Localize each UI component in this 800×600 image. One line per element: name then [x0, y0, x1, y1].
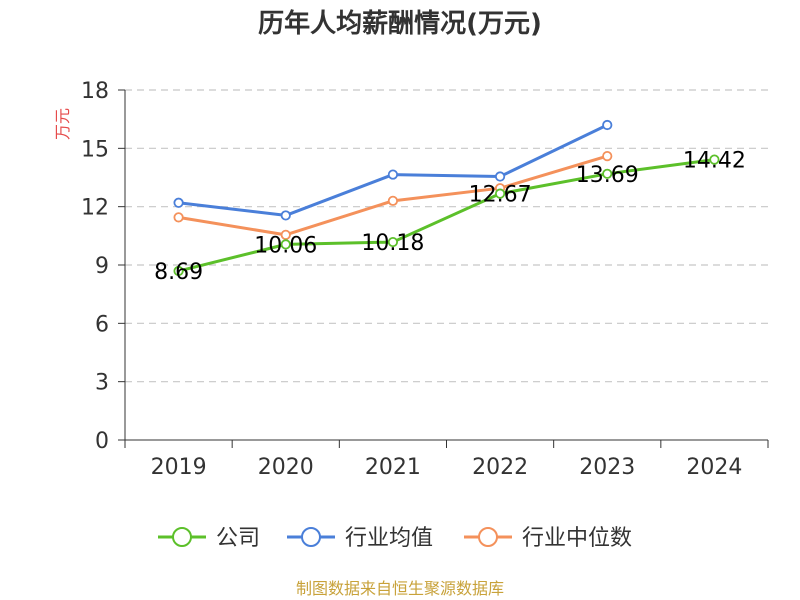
data-point	[494, 188, 506, 199]
data-point	[280, 239, 291, 250]
y-tick-label: 15	[81, 137, 109, 162]
x-tick-label: 2020	[258, 455, 314, 480]
data-label: 10.06	[254, 233, 317, 258]
y-tick-label: 9	[95, 254, 109, 279]
data-label: 10.18	[361, 231, 424, 256]
y-axis-label: 万元	[53, 108, 72, 140]
source-note: 制图数据来自恒生聚源数据库	[296, 579, 504, 598]
y-tick-label: 18	[81, 79, 109, 104]
series-lines	[173, 119, 720, 277]
data-point	[602, 151, 613, 162]
legend-marker	[172, 527, 192, 547]
grid-lines	[125, 89, 768, 383]
y-tick-labels: 0 3 6 9 12 15 18	[81, 79, 109, 454]
data-point	[494, 171, 506, 182]
data-label: 8.69	[154, 260, 203, 285]
chart-title: 历年人均薪酬情况(万元)	[258, 8, 542, 39]
data-point	[173, 265, 184, 277]
legend-marker	[478, 527, 498, 547]
data-point	[387, 236, 399, 248]
data-point	[602, 119, 613, 131]
data-point	[280, 229, 291, 240]
x-tick-label: 2019	[151, 455, 207, 480]
data-point	[173, 197, 184, 208]
data-point	[387, 169, 399, 180]
y-tick-label: 0	[95, 429, 109, 454]
data-point	[280, 210, 291, 221]
legend: 公司 行业均值 行业中位数	[158, 526, 632, 551]
legend-label: 公司	[216, 526, 260, 551]
x-tick-label: 2024	[686, 455, 742, 480]
legend-marker	[301, 527, 321, 547]
y-tick-label: 12	[81, 196, 109, 221]
y-tick-label: 3	[95, 371, 109, 396]
data-label: 13.69	[576, 163, 639, 188]
legend-label: 行业均值	[345, 526, 433, 551]
series-line	[178, 154, 608, 237]
data-label: 12.67	[469, 183, 532, 208]
data-point	[173, 212, 184, 223]
x-tick-label: 2021	[365, 455, 421, 480]
data-point	[709, 154, 720, 165]
legend-label: 行业中位数	[522, 526, 632, 551]
data-point	[602, 168, 613, 179]
x-tick-label: 2023	[579, 455, 635, 480]
axes	[118, 89, 769, 448]
data-point	[387, 195, 399, 206]
series-line	[178, 158, 715, 273]
data-labels: 8.69 10.06 10.18 12.67 13.69 14.42	[154, 149, 746, 285]
x-tick-labels: 2019 2020 2021 2022 2023 2024	[151, 455, 743, 480]
y-tick-label: 6	[95, 312, 109, 337]
x-tick-label: 2022	[472, 455, 528, 480]
data-label: 14.42	[683, 149, 746, 174]
